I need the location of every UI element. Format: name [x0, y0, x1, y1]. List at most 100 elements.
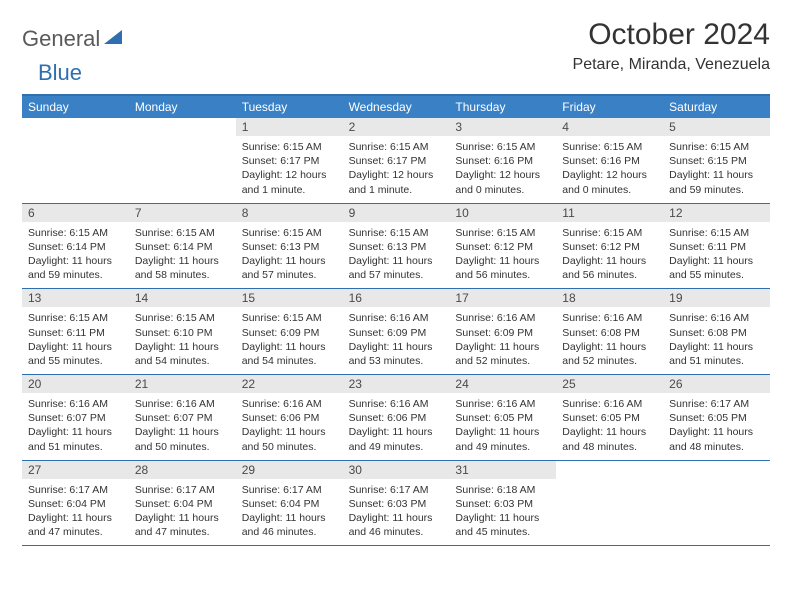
day-line: Sunrise: 6:16 AM: [455, 311, 550, 325]
day-body: Sunrise: 6:15 AMSunset: 6:11 PMDaylight:…: [663, 222, 770, 289]
day-cell: 24Sunrise: 6:16 AMSunset: 6:05 PMDayligh…: [449, 375, 556, 460]
week-row: 20Sunrise: 6:16 AMSunset: 6:07 PMDayligh…: [22, 375, 770, 461]
week-row: 13Sunrise: 6:15 AMSunset: 6:11 PMDayligh…: [22, 289, 770, 375]
day-line: Sunset: 6:09 PM: [242, 326, 337, 340]
day-line: Sunset: 6:09 PM: [455, 326, 550, 340]
day-number: 12: [663, 204, 770, 222]
day-line: Daylight: 11 hours and 45 minutes.: [455, 511, 550, 539]
day-body: Sunrise: 6:15 AMSunset: 6:09 PMDaylight:…: [236, 307, 343, 374]
logo-sail-icon: [104, 28, 126, 51]
day-line: Sunrise: 6:15 AM: [669, 140, 764, 154]
day-line: Sunrise: 6:16 AM: [562, 397, 657, 411]
day-body: Sunrise: 6:16 AMSunset: 6:09 PMDaylight:…: [343, 307, 450, 374]
day-cell: 15Sunrise: 6:15 AMSunset: 6:09 PMDayligh…: [236, 289, 343, 374]
week-row: 27Sunrise: 6:17 AMSunset: 6:04 PMDayligh…: [22, 461, 770, 547]
day-line: Sunrise: 6:15 AM: [349, 226, 444, 240]
day-cell: 10Sunrise: 6:15 AMSunset: 6:12 PMDayligh…: [449, 204, 556, 289]
day-cell: 25Sunrise: 6:16 AMSunset: 6:05 PMDayligh…: [556, 375, 663, 460]
day-number: 2: [343, 118, 450, 136]
day-cell: 17 Sunrise: 6:16 AMSunset: 6:09 PMDayligh…: [449, 289, 556, 374]
day-line: Sunset: 6:08 PM: [669, 326, 764, 340]
day-cell: 1Sunrise: 6:15 AMSunset: 6:17 PMDaylight…: [236, 118, 343, 203]
day-line: Daylight: 11 hours and 55 minutes.: [28, 340, 123, 368]
day-line: Sunrise: 6:16 AM: [562, 311, 657, 325]
day-cell: 9Sunrise: 6:15 AMSunset: 6:13 PMDaylight…: [343, 204, 450, 289]
day-body: Sunrise: 6:18 AMSunset: 6:03 PMDaylight:…: [449, 479, 556, 546]
day-line: Daylight: 11 hours and 53 minutes.: [349, 340, 444, 368]
day-body: Sunrise: 6:16 AMSunset: 6:07 PMDaylight:…: [129, 393, 236, 460]
day-number: 10: [449, 204, 556, 222]
day-line: Sunrise: 6:16 AM: [28, 397, 123, 411]
day-line: Daylight: 11 hours and 49 minutes.: [349, 425, 444, 453]
day-body: Sunrise: 6:17 AMSunset: 6:04 PMDaylight:…: [22, 479, 129, 546]
day-line: Daylight: 11 hours and 48 minutes.: [562, 425, 657, 453]
day-body: Sunrise: 6:15 AMSunset: 6:13 PMDaylight:…: [236, 222, 343, 289]
day-body: Sunrise: 6:16 AMSunset: 6:06 PMDaylight:…: [343, 393, 450, 460]
day-body: Sunrise: 6:15 AMSunset: 6:12 PMDaylight:…: [556, 222, 663, 289]
day-body: Sunrise: 6:16 AMSunset: 6:05 PMDaylight:…: [556, 393, 663, 460]
day-header: Tuesday: [236, 96, 343, 118]
day-cell: 11Sunrise: 6:15 AMSunset: 6:12 PMDayligh…: [556, 204, 663, 289]
day-number: 30: [343, 461, 450, 479]
day-line: Sunrise: 6:17 AM: [28, 483, 123, 497]
day-body: Sunrise: 6:15 AMSunset: 6:16 PMDaylight:…: [556, 136, 663, 203]
day-line: Sunset: 6:07 PM: [135, 411, 230, 425]
day-number: 23: [343, 375, 450, 393]
day-line: Sunset: 6:05 PM: [562, 411, 657, 425]
month-title: October 2024: [573, 18, 770, 52]
day-line: Sunrise: 6:15 AM: [135, 311, 230, 325]
day-number: 27: [22, 461, 129, 479]
day-line: Daylight: 11 hours and 57 minutes.: [349, 254, 444, 282]
day-line: Sunrise: 6:15 AM: [669, 226, 764, 240]
day-body: Sunrise: 6:16 AMSunset: 6:05 PMDaylight:…: [449, 393, 556, 460]
day-line: Sunset: 6:05 PM: [455, 411, 550, 425]
day-line: Sunset: 6:10 PM: [135, 326, 230, 340]
day-body: Sunrise: 6:15 AMSunset: 6:17 PMDaylight:…: [343, 136, 450, 203]
day-line: Sunset: 6:17 PM: [349, 154, 444, 168]
day-line: Daylight: 11 hours and 55 minutes.: [669, 254, 764, 282]
day-number: 28: [129, 461, 236, 479]
day-header: Saturday: [663, 96, 770, 118]
day-header: Friday: [556, 96, 663, 118]
day-number: 26: [663, 375, 770, 393]
day-line: Daylight: 11 hours and 54 minutes.: [242, 340, 337, 368]
day-body: Sunrise: 6:15 AMSunset: 6:13 PMDaylight:…: [343, 222, 450, 289]
day-line: Sunset: 6:04 PM: [135, 497, 230, 511]
day-cell: [556, 461, 663, 546]
day-cell: 8Sunrise: 6:15 AMSunset: 6:13 PMDaylight…: [236, 204, 343, 289]
day-line: Sunset: 6:06 PM: [349, 411, 444, 425]
day-line: Sunrise: 6:17 AM: [669, 397, 764, 411]
day-line: Sunset: 6:16 PM: [562, 154, 657, 168]
day-cell: 14Sunrise: 6:15 AMSunset: 6:10 PMDayligh…: [129, 289, 236, 374]
day-line: Daylight: 11 hours and 49 minutes.: [455, 425, 550, 453]
day-line: Daylight: 11 hours and 54 minutes.: [135, 340, 230, 368]
day-header: Sunday: [22, 96, 129, 118]
day-line: Daylight: 11 hours and 52 minutes.: [455, 340, 550, 368]
day-number: 18: [556, 289, 663, 307]
day-line: Sunset: 6:14 PM: [28, 240, 123, 254]
day-cell: 31Sunrise: 6:18 AMSunset: 6:03 PMDayligh…: [449, 461, 556, 546]
day-body: Sunrise: 6:17 AMSunset: 6:04 PMDaylight:…: [129, 479, 236, 546]
day-number: 29: [236, 461, 343, 479]
day-line: Sunrise: 6:15 AM: [242, 226, 337, 240]
day-line: Sunset: 6:12 PM: [562, 240, 657, 254]
day-number: 20: [22, 375, 129, 393]
day-body: Sunrise: 6:16 AMSunset: 6:06 PMDaylight:…: [236, 393, 343, 460]
day-number: 16: [343, 289, 450, 307]
day-line: Sunrise: 6:15 AM: [562, 140, 657, 154]
day-number: 5: [663, 118, 770, 136]
day-number: 3: [449, 118, 556, 136]
day-cell: 2Sunrise: 6:15 AMSunset: 6:17 PMDaylight…: [343, 118, 450, 203]
day-line: Daylight: 11 hours and 47 minutes.: [28, 511, 123, 539]
day-cell: 16Sunrise: 6:16 AMSunset: 6:09 PMDayligh…: [343, 289, 450, 374]
week-row: 6Sunrise: 6:15 AMSunset: 6:14 PMDaylight…: [22, 204, 770, 290]
day-number: 17: [449, 289, 556, 307]
day-number: 8: [236, 204, 343, 222]
day-line: Sunrise: 6:15 AM: [242, 140, 337, 154]
day-cell: 12Sunrise: 6:15 AMSunset: 6:11 PMDayligh…: [663, 204, 770, 289]
day-cell: 27Sunrise: 6:17 AMSunset: 6:04 PMDayligh…: [22, 461, 129, 546]
day-line: Daylight: 11 hours and 56 minutes.: [455, 254, 550, 282]
day-line: Sunset: 6:17 PM: [242, 154, 337, 168]
day-line: Sunrise: 6:16 AM: [669, 311, 764, 325]
day-line: Daylight: 11 hours and 46 minutes.: [349, 511, 444, 539]
